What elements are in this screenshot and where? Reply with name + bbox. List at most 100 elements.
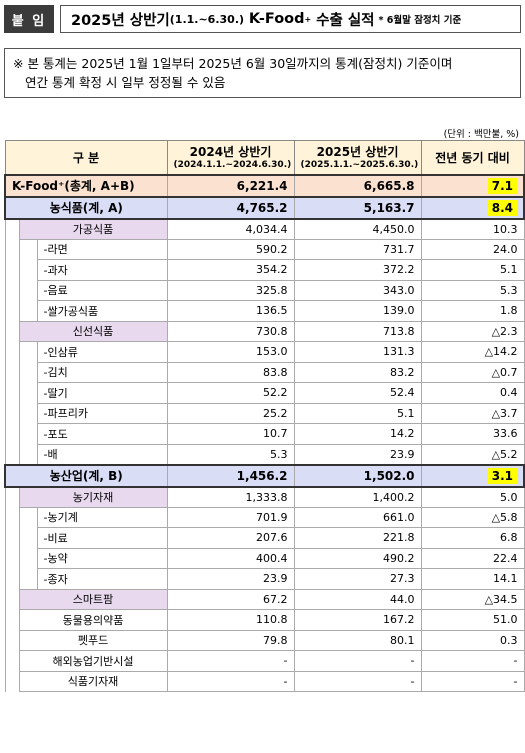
processed-item-0-yoy: 24.0	[420, 238, 525, 260]
agri-industry-2025: 1,502.0	[293, 463, 422, 488]
agri-materials-2025: 1,400.2	[293, 486, 422, 508]
material-item-2-2024: 400.4	[166, 547, 295, 569]
fresh-item-5-indent-1	[4, 444, 20, 465]
material-item-0-2025: 661.0	[293, 506, 422, 528]
material-item-0-row: -농기계 701.9 661.0 △5.8	[4, 506, 525, 528]
fresh-item-3-row: -파프리카 25.2 5.1 △3.7	[4, 402, 525, 424]
material-item-2-row: -농약 400.4 490.2 22.4	[4, 547, 525, 569]
processed-item-2-2025: 343.0	[293, 279, 422, 301]
other-item-2-indent	[4, 630, 20, 651]
other-item-3-label: 해외농업기반시설	[18, 650, 168, 672]
other-item-1-yoy: 51.0	[420, 609, 525, 631]
processed-item-0-indent-1	[4, 239, 20, 260]
processed-item-3-yoy: 1.8	[420, 300, 525, 322]
fresh-item-2-row: -딸기 52.2 52.4 0.4	[4, 382, 525, 404]
fresh-item-3-indent-1	[4, 403, 20, 424]
material-item-2-label: -농약	[36, 547, 168, 569]
material-item-0-2024: 701.9	[166, 506, 295, 528]
other-item-4-indent	[4, 671, 20, 692]
fresh-item-1-2024: 83.8	[166, 361, 295, 383]
fresh-item-5-row: -배 5.3 23.9 △5.2	[4, 443, 525, 465]
attachment-badge: 붙 임	[4, 5, 54, 33]
material-item-1-yoy: 6.8	[420, 527, 525, 549]
unit-label: (단위 : 백만불, %)	[443, 129, 519, 140]
fresh-item-1-2025: 83.2	[293, 361, 422, 383]
processed-item-1-yoy: 5.1	[420, 259, 525, 281]
other-item-0-yoy: △34.5	[420, 588, 525, 610]
fresh-item-5-2024: 5.3	[166, 443, 295, 465]
kfood-label: K-Food⁺(총계, A+B)	[3, 173, 168, 198]
processed-item-3-2025: 139.0	[293, 300, 422, 322]
material-item-3-indent-1	[4, 568, 20, 589]
processed-food-2025: 4,450.0	[293, 218, 422, 240]
fresh-food-2025: 713.8	[293, 320, 422, 342]
fresh-item-0-2024: 153.0	[166, 341, 295, 363]
fresh-item-4-yoy: 33.6	[420, 423, 525, 445]
header-category: 구 분	[4, 140, 168, 175]
fresh-item-3-indent-2	[18, 403, 38, 424]
other-item-3-2025: -	[293, 650, 422, 672]
other-item-2-row: 펫푸드 79.8 80.1 0.3	[4, 629, 525, 651]
material-item-2-indent-1	[4, 548, 20, 569]
fresh-item-2-2024: 52.2	[166, 382, 295, 404]
fresh-item-5-indent-2	[18, 444, 38, 465]
material-item-1-2024: 207.6	[166, 527, 295, 549]
material-item-2-yoy: 22.4	[420, 547, 525, 569]
agri-materials-2024: 1,333.8	[166, 486, 295, 508]
fresh-food-yoy: △2.3	[420, 320, 525, 342]
fresh-food-2024: 730.8	[166, 320, 295, 342]
notice-line-2: 연간 통계 확정 시 일부 정정될 수 있음	[25, 75, 226, 90]
material-item-0-indent-1	[4, 507, 20, 528]
other-item-3-yoy: -	[420, 650, 525, 672]
processed-item-1-row: -과자 354.2 372.2 5.1	[4, 259, 525, 281]
agri-industry-label: 농산업(계, B)	[3, 463, 168, 488]
other-item-3-row: 해외농업기반시설 - - -	[4, 650, 525, 672]
fresh-item-0-row: -인삼류 153.0 131.3 △14.2	[4, 341, 525, 363]
agri-food-row: 농식품(계, A) 4,765.2 5,163.7 8.4	[3, 195, 525, 220]
processed-food-row: 가공식품 4,034.4 4,450.0 10.3	[4, 218, 525, 240]
processed-item-0-2025: 731.7	[293, 238, 422, 260]
material-item-3-2025: 27.3	[293, 568, 422, 590]
other-item-0-indent	[4, 589, 20, 610]
kfood-2024: 6,221.4	[166, 173, 295, 198]
other-item-2-2024: 79.8	[166, 629, 295, 651]
material-item-1-indent-2	[18, 527, 38, 548]
other-item-2-label: 펫푸드	[18, 629, 168, 651]
fresh-item-1-indent-1	[4, 362, 20, 383]
agri-industry-yoy: 3.1	[420, 463, 525, 488]
agri-food-2024: 4,765.2	[166, 195, 295, 220]
title-main: 2025년 상반기	[71, 12, 170, 29]
fresh-item-5-2025: 23.9	[293, 443, 422, 465]
processed-item-2-row: -음료 325.8 343.0 5.3	[4, 279, 525, 301]
other-item-1-label: 동물용의약품	[18, 609, 168, 631]
table-header-row: 구 분 2024년 상반기 (2024.1.1.~2024.6.30.) 2025…	[4, 140, 525, 175]
processed-item-2-indent-2	[18, 280, 38, 301]
processed-item-2-label: -음료	[36, 279, 168, 301]
material-item-1-row: -비료 207.6 221.8 6.8	[4, 527, 525, 549]
kfood-yoy: 7.1	[420, 173, 525, 198]
other-item-0-2024: 67.2	[166, 588, 295, 610]
processed-item-3-label: -쌀가공식품	[36, 300, 168, 322]
material-item-0-yoy: △5.8	[420, 506, 525, 528]
title-note: * 6월말 잠정치 기준	[378, 15, 462, 26]
other-item-4-2024: -	[166, 670, 295, 692]
other-item-2-2025: 80.1	[293, 629, 422, 651]
other-item-0-row: 스마트팜 67.2 44.0 △34.5	[4, 588, 525, 610]
processed-item-2-2024: 325.8	[166, 279, 295, 301]
processed-item-3-row: -쌀가공식품 136.5 139.0 1.8	[4, 300, 525, 322]
other-item-2-yoy: 0.3	[420, 629, 525, 651]
fresh-item-2-label: -딸기	[36, 382, 168, 404]
material-item-2-indent-2	[18, 548, 38, 569]
header-2025: 2025년 상반기 (2025.1.1.~2025.6.30.)	[293, 140, 422, 175]
other-item-0-2025: 44.0	[293, 588, 422, 610]
material-item-1-2025: 221.8	[293, 527, 422, 549]
agri-food-2025: 5,163.7	[293, 195, 422, 220]
fresh-item-0-label: -인삼류	[36, 341, 168, 363]
fresh-item-1-row: -김치 83.8 83.2 △0.7	[4, 361, 525, 383]
fresh-item-0-indent-2	[18, 341, 38, 362]
material-item-1-indent-1	[4, 527, 20, 548]
other-item-1-2024: 110.8	[166, 609, 295, 631]
other-item-3-indent	[4, 650, 20, 671]
processed-item-1-2025: 372.2	[293, 259, 422, 281]
fresh-item-4-label: -포도	[36, 423, 168, 445]
